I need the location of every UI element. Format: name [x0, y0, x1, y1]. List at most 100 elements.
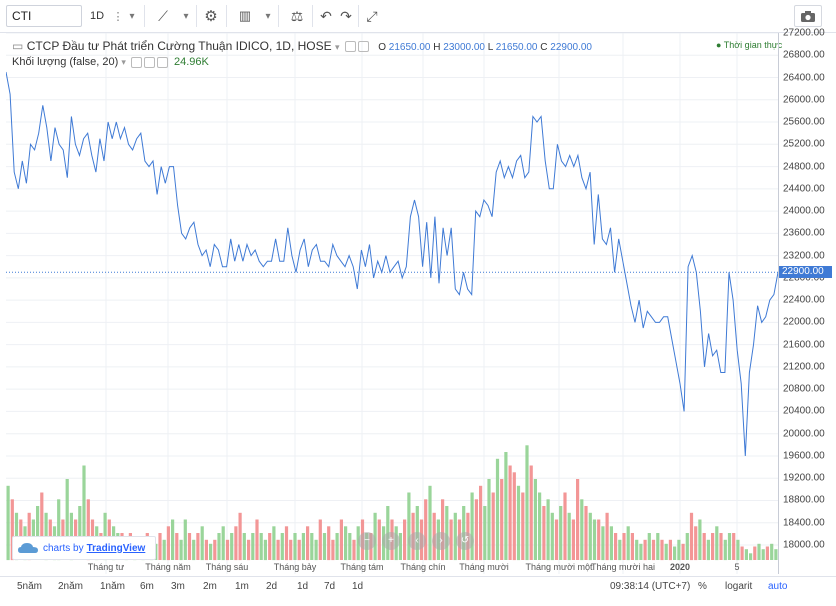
- range-button[interactable]: 2d: [266, 581, 278, 592]
- volume-bar: [656, 533, 660, 560]
- auto-scale-toggle[interactable]: auto: [768, 581, 788, 592]
- volume-bar: [761, 549, 765, 560]
- volume-bar: [757, 543, 761, 560]
- price-tick-label: 21200.00: [783, 361, 825, 373]
- chart-legend: ▭ CTCP Đầu tư Phát triển Cường Thuận IDI…: [12, 39, 592, 53]
- toolbar-divider: [358, 5, 359, 27]
- volume-bar: [546, 499, 550, 561]
- chart-type-dropdown-icon[interactable]: ▾: [183, 10, 189, 22]
- undo-icon[interactable]: ↶: [320, 7, 332, 24]
- range-button[interactable]: 7d: [324, 581, 336, 592]
- low-value: 21650.00: [495, 42, 538, 53]
- price-tick-label: 26800.00: [783, 49, 825, 61]
- volume-title: Khối lượng (false, 20): [12, 56, 119, 68]
- volume-bar: [504, 452, 508, 560]
- price-tick-label: 21600.00: [783, 339, 825, 351]
- symbol-search-input[interactable]: [6, 5, 82, 27]
- volume-bar: [225, 539, 230, 561]
- zoom-out-button[interactable]: −: [358, 532, 376, 550]
- range-button[interactable]: 2năm: [58, 581, 84, 592]
- fullscreen-icon[interactable]: ⤢: [366, 7, 378, 24]
- range-button[interactable]: 1d: [297, 581, 309, 592]
- volume-bar: [618, 539, 622, 561]
- visibility-icon[interactable]: [344, 41, 356, 53]
- volume-bar: [580, 499, 584, 561]
- redo-icon[interactable]: ↷: [340, 7, 352, 24]
- time-tick-label: Tháng mười hai: [591, 562, 655, 572]
- top-toolbar: 1D ⋮ ▾ ⟋ ▾ ⚙ ▥ ▾ ⚖ ↶ ↷ ⤢: [0, 0, 836, 33]
- range-button[interactable]: 1năm: [100, 581, 126, 592]
- time-tick-label: Tháng chín: [400, 562, 446, 572]
- volume-visibility-icon[interactable]: [130, 56, 142, 68]
- volume-bar: [647, 533, 651, 560]
- interval-more-icon[interactable]: ⋮: [112, 10, 124, 23]
- zoom-in-button[interactable]: +: [382, 532, 400, 550]
- percent-scale-toggle[interactable]: %: [698, 581, 707, 592]
- time-tick-label: Tháng tư: [87, 562, 125, 572]
- interval-dropdown-icon[interactable]: ▾: [129, 10, 135, 22]
- volume-bar: [82, 465, 86, 560]
- volume-bar: [753, 546, 757, 560]
- volume-bar: [719, 533, 723, 560]
- volume-bar: [158, 533, 162, 560]
- volume-bar: [272, 526, 276, 561]
- volume-bar: [221, 526, 225, 561]
- indicators-icon[interactable]: ▥: [238, 8, 252, 23]
- time-tick-label: Tháng năm: [145, 562, 191, 572]
- volume-bar: [571, 519, 575, 560]
- interval-selector[interactable]: 1D: [89, 10, 105, 22]
- high-value: 23000.00: [443, 42, 485, 53]
- range-button[interactable]: 1d: [352, 581, 364, 592]
- price-tick-label: 19600.00: [783, 450, 825, 462]
- settings-gear-icon[interactable]: ⚙: [204, 8, 218, 25]
- volume-bar: [681, 543, 685, 560]
- volume-bar: [230, 533, 234, 560]
- range-button[interactable]: 2m: [203, 581, 217, 592]
- last-price-badge: 22900.00: [779, 266, 832, 279]
- volume-bar: [403, 519, 407, 560]
- collapse-icon[interactable]: ▭: [12, 39, 24, 53]
- volume-bar: [694, 526, 698, 561]
- volume-bar: [554, 519, 559, 560]
- volume-bar: [200, 526, 204, 561]
- legend-dropdown-icon[interactable]: ▾: [334, 42, 340, 52]
- price-axis[interactable]: 27200.00 26800.00 26400.00 26000.00 25600.00…: [778, 28, 836, 574]
- time-tick-label: Tháng bảy: [273, 562, 317, 572]
- volume-bar: [744, 549, 748, 560]
- volume-bar: [6, 485, 10, 561]
- time-tick-label: 5: [734, 562, 740, 572]
- price-tick-label: 19200.00: [783, 472, 825, 484]
- volume-settings-icon[interactable]: [143, 56, 155, 68]
- volume-bar: [297, 539, 301, 561]
- scroll-left-button[interactable]: ‹: [408, 532, 426, 550]
- settings-icon[interactable]: [357, 41, 369, 53]
- volume-bar: [605, 512, 609, 561]
- range-button[interactable]: 6m: [140, 581, 154, 592]
- chart-type-icon[interactable]: ⟋: [158, 7, 168, 24]
- scroll-right-button[interactable]: ›: [432, 532, 450, 550]
- volume-remove-icon[interactable]: [156, 56, 168, 68]
- volume-bar: [698, 519, 702, 560]
- range-button[interactable]: 3m: [171, 581, 185, 592]
- time-axis[interactable]: Tháng tư Tháng năm Tháng sáu Tháng bảy Tháng…: [6, 562, 778, 576]
- price-chart[interactable]: [6, 33, 778, 574]
- volume-bar: [512, 472, 516, 561]
- volume-bar: [276, 539, 280, 561]
- bottom-toolbar: 5năm 2năm 1năm 6m 3m 2m 1m 2d 1d 7d 1d 09:38:14 (U…: [0, 576, 836, 597]
- volume-bar: [597, 519, 601, 560]
- low-label: L: [487, 42, 493, 53]
- volume-bar: [723, 539, 727, 561]
- volume-bar: [660, 539, 664, 561]
- log-scale-toggle[interactable]: logarit: [725, 581, 753, 592]
- tradingview-link[interactable]: TradingView: [86, 542, 146, 554]
- tradingview-branding[interactable]: charts by TradingView: [12, 536, 156, 560]
- volume-bar: [479, 485, 483, 561]
- compare-scale-icon[interactable]: ⚖: [290, 7, 304, 24]
- volume-dropdown-icon[interactable]: ▾: [121, 57, 126, 67]
- volume-bar: [576, 479, 580, 560]
- range-button[interactable]: 1m: [235, 581, 249, 592]
- reset-chart-button[interactable]: ↺: [456, 532, 474, 550]
- indicators-dropdown-icon[interactable]: ▾: [265, 10, 271, 22]
- screenshot-camera-icon[interactable]: [794, 5, 822, 27]
- range-button[interactable]: 5năm: [17, 581, 43, 592]
